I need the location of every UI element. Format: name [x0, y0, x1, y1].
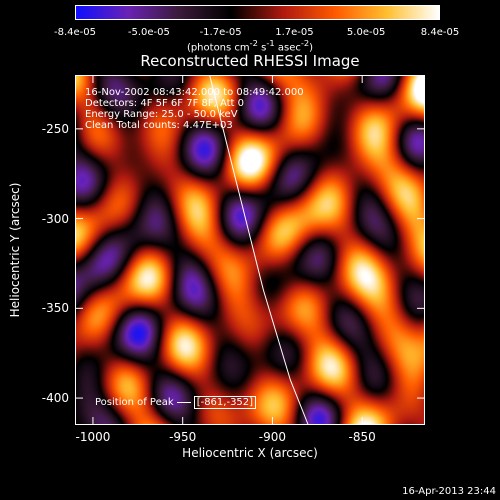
x-tick-label: -900: [258, 430, 287, 444]
plot-title: Reconstructed RHESSI Image: [140, 52, 360, 70]
colorbar-units: (photons cm-2 s-1 asec-2): [186, 38, 314, 54]
y-tick-label: -250: [41, 121, 69, 136]
plot-frame: [75, 75, 425, 425]
colorbar: [75, 5, 440, 20]
colorbar-tick-label: 1.7e-05: [275, 27, 314, 38]
y-axis-label: Heliocentric Y (arcsec): [8, 182, 22, 318]
timestamp: 16-Apr-2013 23:44: [402, 486, 496, 497]
observation-info-line: Detectors: 4F 5F 6F 7F 8F, Att 0: [85, 98, 245, 109]
x-axis-label: Heliocentric X (arcsec): [182, 446, 318, 460]
y-tick-label: -300: [41, 211, 69, 226]
colorbar-tick-label: -8.4e-05: [54, 27, 96, 38]
peak-position-label: Position of Peak [-861,-352]: [95, 396, 257, 409]
colorbar-tick-label: -5.0e-05: [127, 27, 170, 38]
solar-limb-line: [209, 75, 309, 425]
observation-info-line: 16-Nov-2002 08:43:42.000 to 08:49:42.000: [85, 87, 304, 98]
colorbar-tick-label: 5.0e-05: [346, 27, 386, 38]
colorbar-gradient: [76, 6, 439, 19]
colorbar-tick-label: 8.4e-05: [420, 27, 460, 38]
colorbar-tick-label: -1.7e-05: [199, 27, 242, 38]
x-tick-label: -850: [348, 430, 376, 444]
observation-info-line: Energy Range: 25.0 - 50.0 keV: [85, 109, 238, 120]
x-tick-label: -1000: [75, 430, 111, 444]
x-tick-label: -950: [169, 430, 197, 444]
observation-info-line: Clean Total counts: 4.47E+03: [85, 120, 233, 131]
heatmap-image: [75, 75, 425, 425]
plot-axes: [75, 75, 425, 425]
y-tick-label: -350: [41, 301, 69, 316]
peak-position-value: [-861,-352]: [193, 396, 257, 409]
y-tick-label: -400: [41, 391, 69, 406]
observation-info: 16-Nov-2002 08:43:42.000 to 08:49:42.000…: [85, 87, 304, 131]
image-plot: 16-Nov-2002 08:43:42.000 to 08:49:42.000…: [75, 75, 425, 425]
